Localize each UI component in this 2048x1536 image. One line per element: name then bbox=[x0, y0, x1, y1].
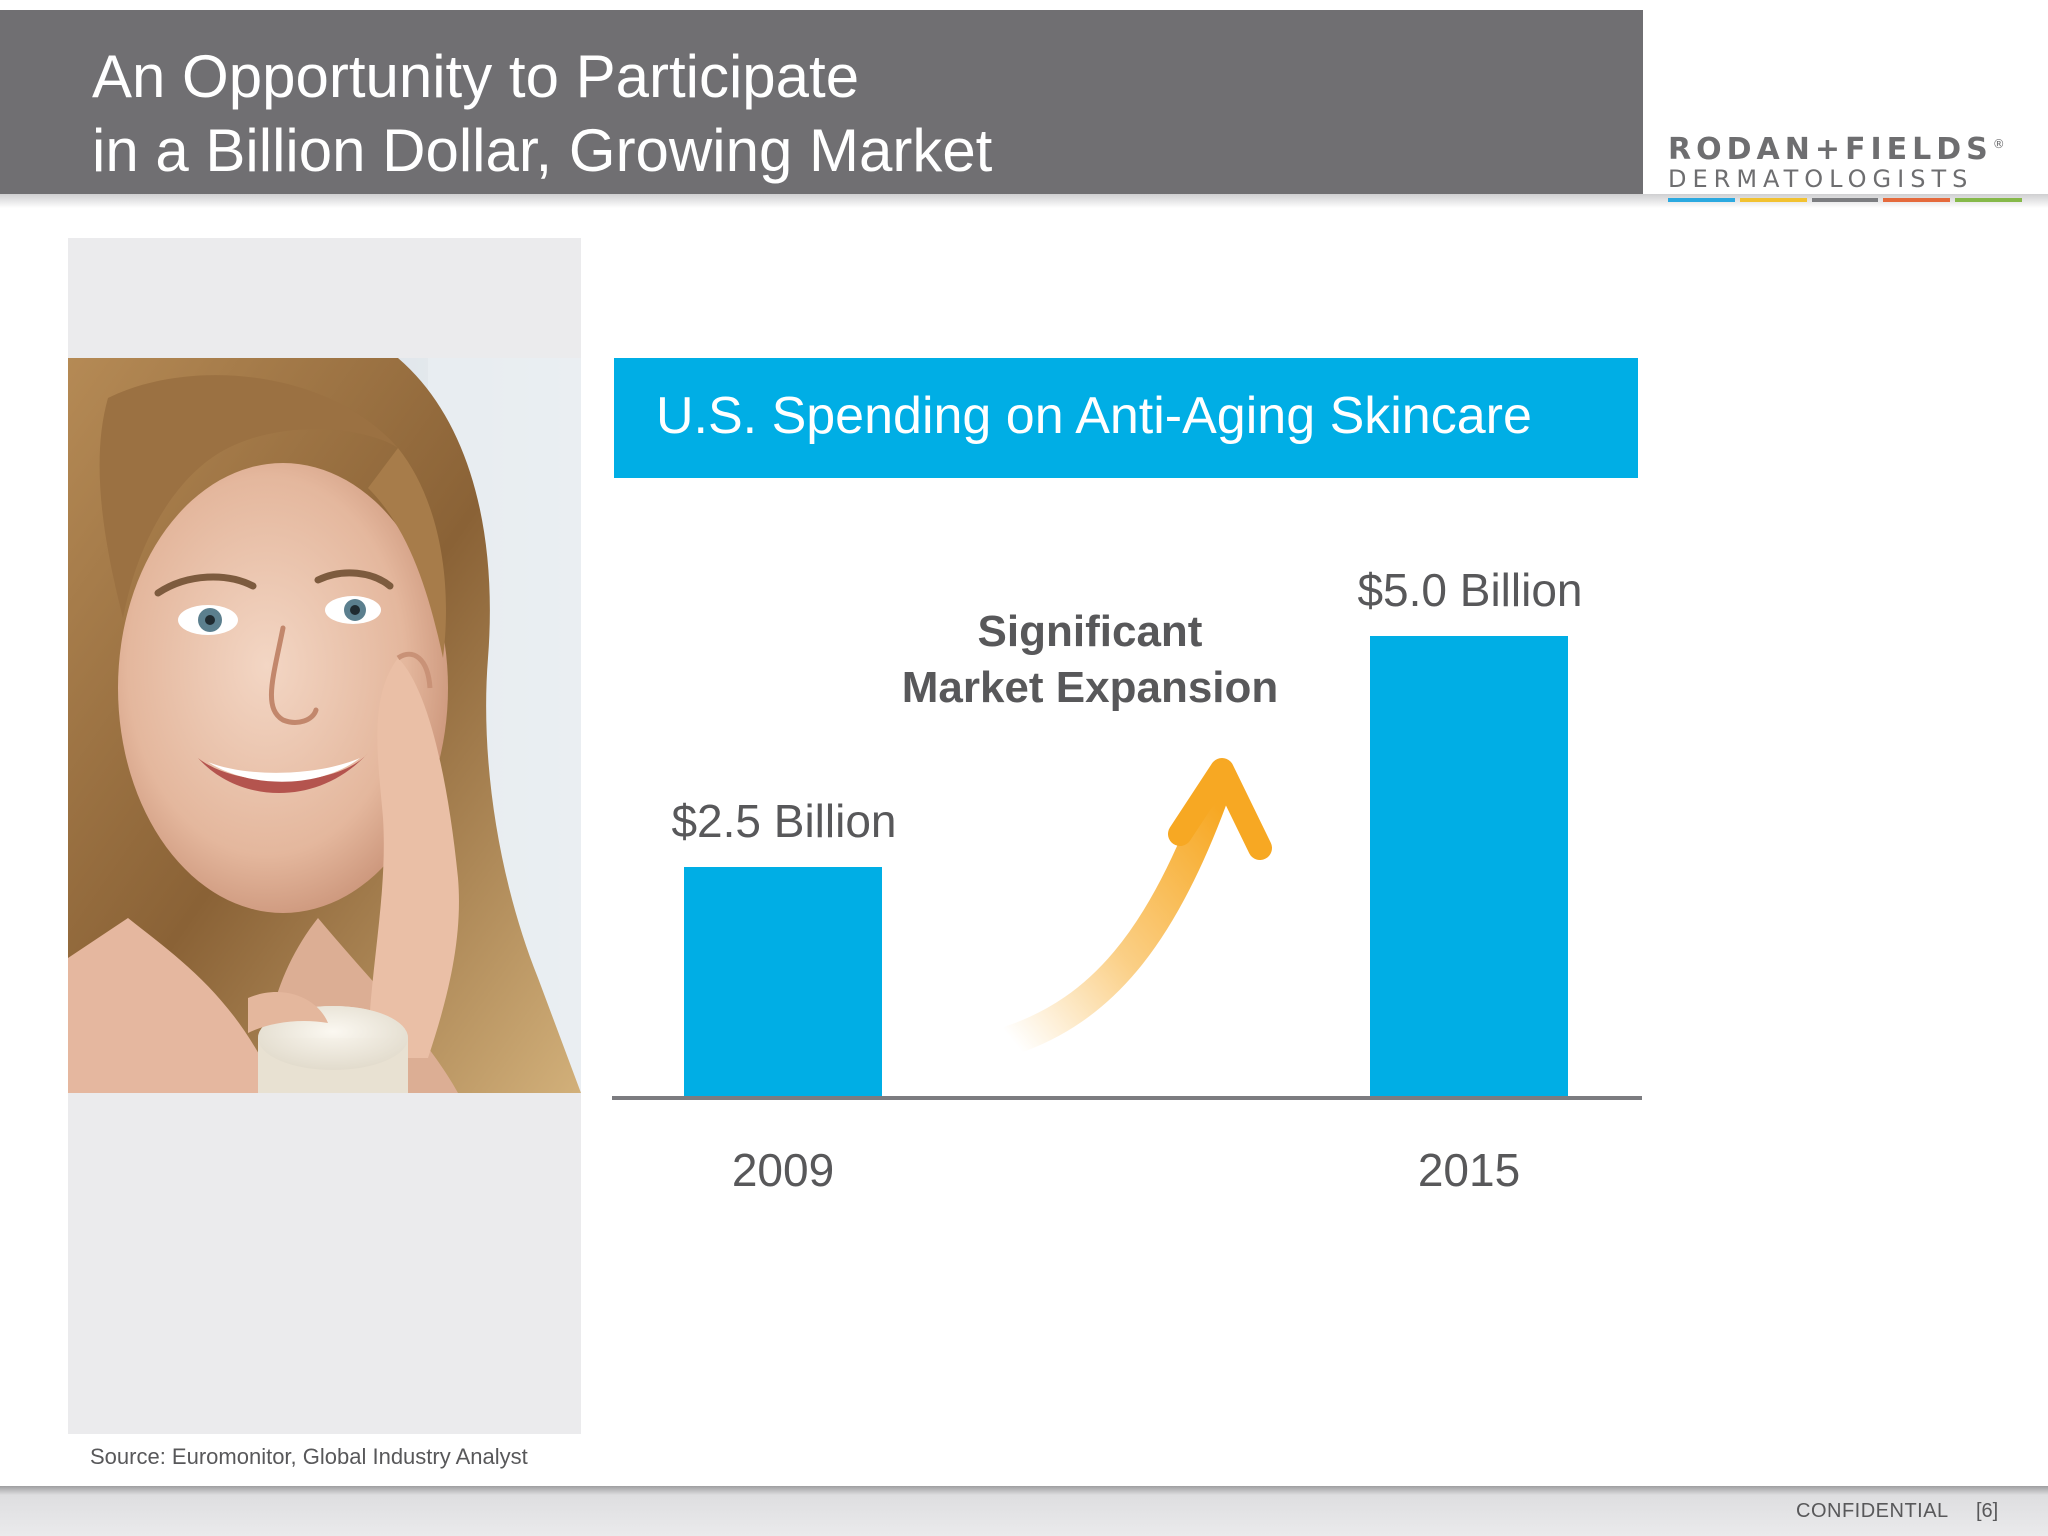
data-label-2009: $2.5 Billion bbox=[671, 795, 896, 847]
woman-applying-cream-photo bbox=[68, 358, 581, 1093]
logo-wordmark: RODAN+FIELDS® bbox=[1668, 132, 2005, 167]
x-tick-label-2015: 2015 bbox=[1418, 1144, 1520, 1196]
bar-chart: $2.5 Billion 2009 $5.0 Billion 2015 bbox=[612, 564, 1642, 1196]
logo-stripe bbox=[1668, 198, 1735, 202]
slide-title: An Opportunity to Participate in a Billi… bbox=[92, 40, 992, 188]
annotation-line-1: Significant bbox=[977, 607, 1203, 656]
bar-2015 bbox=[1370, 636, 1568, 1098]
logo-color-stripes bbox=[1668, 198, 2022, 202]
company-logo: RODAN+FIELDS® DERMATOLOGISTS bbox=[1668, 128, 2028, 202]
logo-stripe bbox=[1955, 198, 2022, 202]
annotation-line-2: Market Expansion bbox=[901, 663, 1279, 712]
header-shadow bbox=[0, 194, 2048, 208]
slide-title-line-2: in a Billion Dollar, Growing Market bbox=[92, 117, 993, 184]
logo-subtitle: DERMATOLOGISTS bbox=[1668, 165, 1974, 193]
chart-title: U.S. Spending on Anti-Aging Skincare bbox=[656, 387, 1532, 445]
bar-2009 bbox=[684, 867, 882, 1098]
photo-panel bbox=[68, 238, 581, 1434]
data-label-2015: $5.0 Billion bbox=[1357, 564, 1582, 616]
logo-stripe bbox=[1883, 198, 1951, 202]
source-note: Source: Euromonitor, Global Industry Ana… bbox=[90, 1444, 528, 1469]
chart-title-bar: U.S. Spending on Anti-Aging Skincare bbox=[614, 358, 1638, 478]
logo-stripe bbox=[1811, 198, 1879, 202]
logo-stripe bbox=[1739, 198, 1807, 202]
market-expansion-annotation: Significant Market Expansion bbox=[880, 604, 1300, 716]
footer-bar bbox=[0, 1486, 2048, 1536]
confidential-label: CONFIDENTIAL bbox=[1796, 1500, 1949, 1522]
upward-curved-arrow-icon bbox=[997, 758, 1272, 1055]
slide-title-line-1: An Opportunity to Participate bbox=[92, 43, 860, 110]
x-tick-label-2009: 2009 bbox=[732, 1144, 834, 1196]
bar-group: $2.5 Billion 2009 $5.0 Billion 2015 bbox=[671, 564, 1582, 1196]
header-band: An Opportunity to Participate in a Billi… bbox=[0, 10, 1643, 194]
page-number: [6] bbox=[1976, 1500, 1999, 1522]
